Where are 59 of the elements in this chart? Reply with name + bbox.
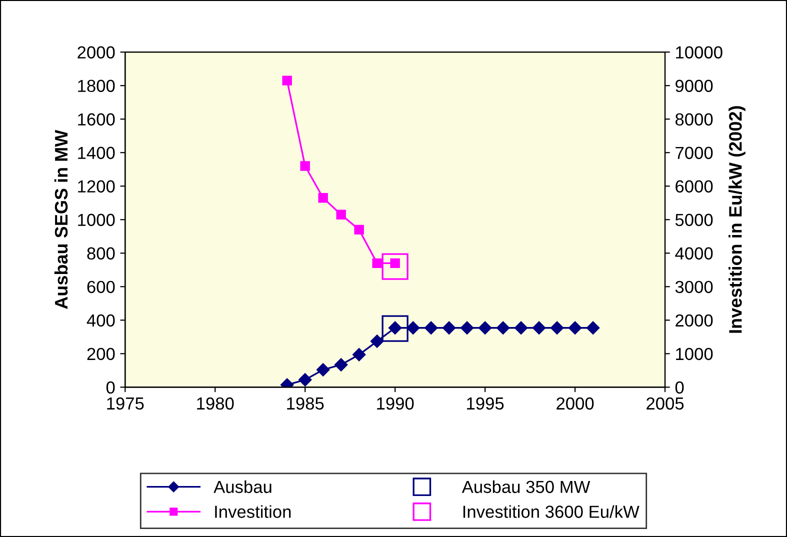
- point: [460, 321, 474, 334]
- legend-label: Ausbau 350 MW: [462, 480, 590, 494]
- y-tick-label: 1800: [78, 80, 115, 92]
- point: [424, 321, 438, 334]
- point: [354, 224, 364, 235]
- y2-tick-label: 2000: [676, 314, 713, 327]
- legend-label: Investition 3600 Eu/kW: [463, 505, 640, 518]
- legend-label: Investition: [215, 505, 291, 518]
- point: [382, 253, 408, 280]
- point: [442, 321, 456, 334]
- point: [316, 363, 330, 376]
- y-tick-label: 600: [87, 280, 115, 294]
- point: [586, 321, 600, 334]
- point: [352, 348, 366, 362]
- x-tick-label: 1980: [197, 397, 234, 410]
- x-tick-label: 1990: [377, 397, 414, 410]
- y2-tick-label: 1000: [676, 348, 713, 360]
- point: [478, 321, 492, 334]
- y2-tick-label: 3000: [675, 280, 713, 294]
- y-tick-label: 0: [106, 381, 115, 394]
- point: [514, 321, 528, 334]
- y2-tick-label: 4000: [675, 247, 713, 260]
- y2-tick-label: 8000: [675, 113, 713, 126]
- x-tick-label: 1985: [287, 397, 324, 410]
- point: [282, 76, 292, 86]
- point: [300, 161, 310, 171]
- y2-tick-label: 5000: [675, 214, 713, 226]
- point: [550, 321, 564, 334]
- y-tick-label: 1000: [78, 214, 115, 226]
- x-tick-label: 1995: [467, 397, 504, 410]
- point: [568, 321, 582, 334]
- point: [298, 373, 312, 386]
- legend-label: Ausbau: [214, 480, 272, 494]
- y-tick-label: 200: [87, 348, 115, 360]
- y2-axis-title: Investition in Eu/kW (2002): [728, 106, 746, 333]
- point: [406, 321, 420, 334]
- y2-tick-label: 9000: [676, 80, 713, 92]
- y2-tick-label: 6000: [676, 180, 713, 193]
- point: [370, 334, 384, 348]
- y-tick-label: 800: [87, 247, 115, 260]
- y2-tick-label: 7000: [676, 146, 713, 160]
- point: [496, 321, 510, 334]
- y2-tick-label: 0: [675, 381, 684, 394]
- point: [532, 321, 546, 334]
- y-axis-title: Ausbau SEGS in MW: [54, 130, 68, 309]
- y-tick-label: 400: [86, 314, 115, 327]
- point: [334, 358, 348, 372]
- y2-tick-label: 10000: [676, 46, 722, 59]
- y-tick-label: 1200: [78, 180, 115, 193]
- x-tick-label: 1975: [107, 397, 144, 410]
- y-tick-label: 1400: [78, 146, 115, 160]
- x-tick-label: 2005: [646, 397, 684, 410]
- point: [318, 192, 328, 203]
- point: [382, 315, 408, 342]
- x-tick-label: 2000: [556, 397, 594, 410]
- point: [372, 258, 382, 268]
- point: [336, 210, 346, 220]
- y-tick-label: 1600: [78, 113, 115, 126]
- y-tick-label: 2000: [78, 46, 115, 59]
